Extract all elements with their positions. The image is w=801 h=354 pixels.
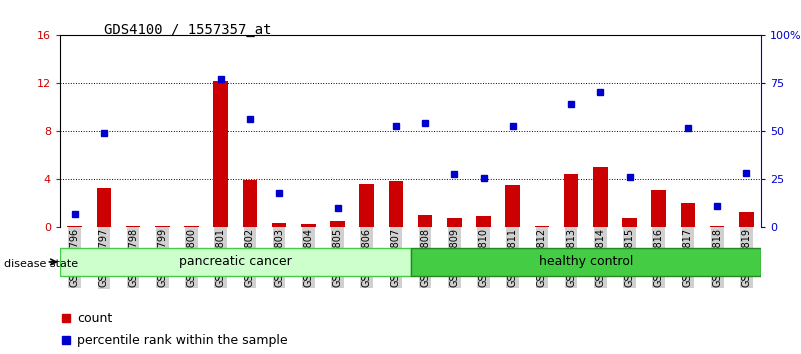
Bar [184,226,199,227]
Bar [330,221,344,227]
Bar [243,180,257,227]
Bar [505,185,520,227]
Bar [447,218,461,227]
Bar [360,183,374,227]
Bar [272,223,287,227]
Text: healthy control: healthy control [538,256,633,268]
Bar [651,189,666,227]
Bar [126,226,140,227]
Bar [622,218,637,227]
Bar [477,216,491,227]
Text: count: count [77,312,112,325]
Text: percentile rank within the sample: percentile rank within the sample [77,333,288,347]
Bar [67,226,82,227]
Bar [213,81,228,227]
FancyBboxPatch shape [410,248,761,276]
Bar [534,226,549,227]
Bar [564,174,578,227]
Bar [97,188,111,227]
Text: GDS4100 / 1557357_at: GDS4100 / 1557357_at [104,23,272,37]
Text: disease state: disease state [4,259,78,269]
Text: pancreatic cancer: pancreatic cancer [179,256,292,268]
Bar [739,212,754,227]
Bar [388,181,403,227]
Bar [418,215,433,227]
Bar [681,202,695,227]
Bar [155,226,170,227]
Bar [301,224,316,227]
Bar [710,226,724,227]
FancyBboxPatch shape [60,248,410,276]
Bar [593,167,608,227]
